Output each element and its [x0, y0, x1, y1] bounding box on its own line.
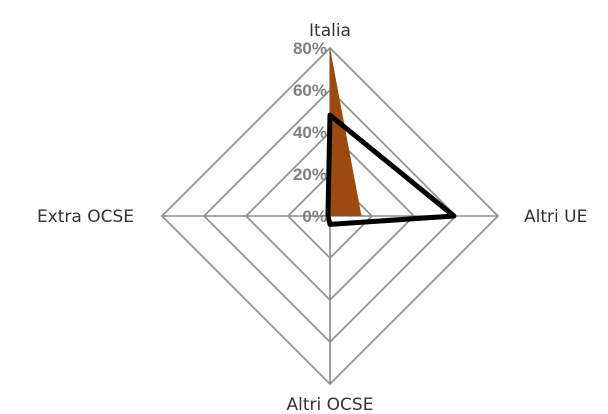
category-label: Italia — [309, 21, 351, 41]
tick-label: 60% — [293, 81, 327, 100]
tick-label: 80% — [293, 39, 327, 58]
radar-series — [325, 48, 457, 227]
category-label: Altri OCSE — [287, 395, 374, 414]
tick-label: 0% — [302, 207, 327, 226]
series-1-area — [330, 48, 362, 216]
tick-label: 20% — [293, 165, 327, 184]
category-label: Altri UE — [524, 207, 587, 227]
category-label: Extra OCSE — [37, 207, 134, 227]
tick-label: 40% — [293, 123, 327, 142]
category-labels: Italia Altri UE Altri OCSE Extra OCSE — [37, 21, 587, 414]
radial-tick-labels: 0% 20% 40% 60% 80% — [293, 39, 327, 226]
series-2-line — [325, 112, 457, 227]
